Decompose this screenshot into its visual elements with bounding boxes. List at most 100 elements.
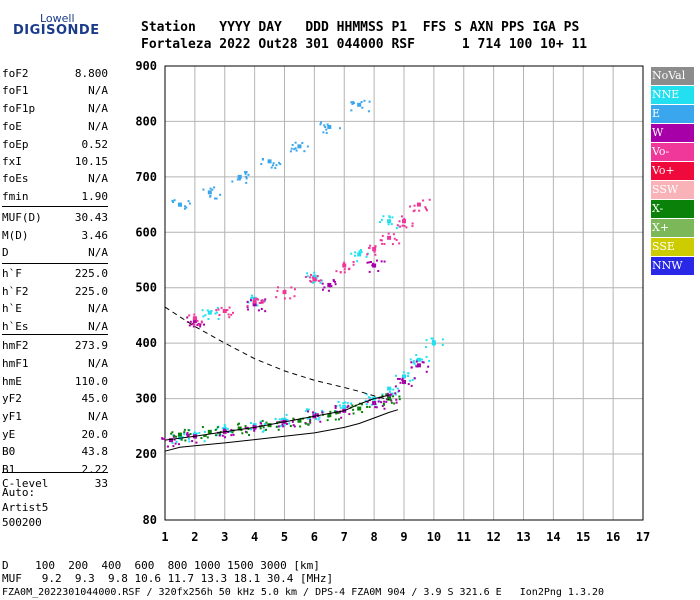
echo-point-o-mode-echo xyxy=(428,359,431,362)
echo-point-o-mode-second-hop xyxy=(304,275,307,278)
echo-point-x-mode-second-hop xyxy=(368,405,371,408)
echo-point-third-hop xyxy=(293,148,296,151)
echo-point-x-mode-second-hop xyxy=(237,426,242,431)
echo-point-third-hop xyxy=(231,180,234,183)
echo-point-o-mode-echo xyxy=(359,249,362,252)
echo-point-o-mode-echo xyxy=(416,357,421,362)
echo-point-o-mode-echo xyxy=(278,418,281,421)
echo-point-x-mode-echo xyxy=(366,400,369,403)
echo-point-o-mode-second-hop xyxy=(398,242,401,245)
echo-point-x-mode-echo xyxy=(291,420,294,423)
echo-point-x-mode-echo xyxy=(377,400,380,403)
echo-point-o-mode-second-hop xyxy=(276,286,279,289)
echo-point-x-mode-second-hop xyxy=(326,419,329,422)
echo-point-o-mode-second-hop xyxy=(311,276,314,279)
param-separator xyxy=(2,263,108,264)
echo-point-x-mode-second-hop xyxy=(337,412,340,415)
echo-point-x-mode-echo xyxy=(346,406,349,409)
echo-point-o-mode-second-hop xyxy=(374,253,377,256)
param-value: 20.0 xyxy=(81,428,109,441)
echo-point-o-mode-second-hop xyxy=(222,308,227,313)
echo-point-o-mode-echo xyxy=(370,403,373,406)
echo-point-x-mode-echo xyxy=(252,302,257,307)
plot-frame xyxy=(164,65,644,521)
echo-point-third-hop xyxy=(188,202,191,205)
echo-point-o-mode-second-hop xyxy=(396,224,399,227)
echo-point-o-mode-second-hop xyxy=(395,239,398,242)
echo-point-o-mode-second-hop xyxy=(374,245,377,248)
param-value: 110.0 xyxy=(74,375,108,388)
echo-point-o-mode-echo xyxy=(420,358,423,361)
echo-point-x-mode-second-hop xyxy=(183,428,186,431)
echo-point-x-mode-echo xyxy=(387,393,392,398)
echo-point-x-mode-echo xyxy=(321,288,324,291)
echo-point-x-mode-second-hop xyxy=(189,433,192,436)
echo-point-third-hop xyxy=(183,205,186,208)
echo-point-x-mode-echo xyxy=(327,282,332,287)
echo-point-o-mode-second-hop xyxy=(246,304,249,307)
param-name: fxI xyxy=(2,155,22,168)
echo-point-x-mode-echo xyxy=(332,278,335,281)
legend-item-x-: X+ xyxy=(651,219,694,237)
echo-point-o-mode-echo xyxy=(322,411,325,414)
echo-point-x-mode-second-hop xyxy=(203,435,206,438)
echo-point-x-mode-echo xyxy=(227,431,230,434)
echo-point-third-hop xyxy=(171,199,174,202)
echo-point-x-mode-echo xyxy=(398,389,401,392)
echo-point-o-mode-echo xyxy=(346,401,349,404)
distance-row: D 100 200 400 600 800 1000 1500 3000 [km… xyxy=(2,559,320,572)
echo-point-o-mode-second-hop xyxy=(309,273,312,276)
param-row-foes: foEs N/A xyxy=(2,172,108,187)
echo-point-x-mode-second-hop xyxy=(204,434,207,437)
param-separator xyxy=(2,472,108,473)
echo-point-x-mode-echo xyxy=(421,361,424,364)
echo-point-x-mode-echo xyxy=(311,411,314,414)
echo-point-x-mode-echo xyxy=(292,424,295,427)
echo-point-x-mode-echo xyxy=(252,424,255,427)
x-tick-label: 1 xyxy=(161,530,168,544)
echo-point-o-mode-second-hop xyxy=(400,215,403,218)
echo-point-o-mode-echo xyxy=(251,296,254,299)
param-row-muf-d: MUF(D) 30.43 xyxy=(2,211,108,226)
echo-point-o-mode-second-hop xyxy=(381,242,384,245)
echo-point-o-mode-echo xyxy=(304,409,307,412)
echo-point-x-mode-echo xyxy=(195,441,198,444)
echo-point-x-mode-second-hop xyxy=(171,431,174,434)
echo-point-o-mode-second-hop xyxy=(231,311,234,314)
echo-point-third-hop xyxy=(279,163,282,166)
echo-point-third-hop xyxy=(247,173,250,176)
auto-label: Auto: xyxy=(2,486,36,499)
param-value: N/A xyxy=(88,302,108,315)
echo-point-third-hop xyxy=(297,144,302,149)
echo-point-x-mode-second-hop xyxy=(177,432,182,437)
echo-point-o-mode-second-hop xyxy=(230,313,233,316)
echo-point-o-mode-echo xyxy=(365,393,368,396)
echo-point-x-mode-echo xyxy=(186,431,189,434)
param-separator xyxy=(2,206,108,207)
echo-point-o-mode-echo xyxy=(344,401,347,404)
echo-point-x-mode-echo xyxy=(319,420,322,423)
param-name: hmF2 xyxy=(2,339,29,352)
echo-point-o-mode-second-hop xyxy=(424,206,427,209)
echo-point-o-mode-echo xyxy=(198,431,201,434)
echo-point-o-mode-echo xyxy=(313,271,316,274)
echo-point-o-mode-echo xyxy=(354,254,357,257)
echo-point-x-mode-echo xyxy=(281,423,284,426)
y-tick-label: 900 xyxy=(135,59,157,73)
echo-point-o-mode-echo xyxy=(217,318,220,321)
param-row-c-level: C-level 33 xyxy=(2,477,108,492)
x-tick-label: 7 xyxy=(341,530,348,544)
param-row-h-es: h`Es N/A xyxy=(2,320,108,335)
echo-point-o-mode-echo xyxy=(413,362,416,365)
echo-point-o-mode-echo xyxy=(319,281,322,284)
echo-point-x-mode-echo xyxy=(189,320,192,323)
echo-point-o-mode-echo xyxy=(214,312,217,315)
param-row-h-f: h`F 225.0 xyxy=(2,267,108,282)
echo-point-o-mode-echo xyxy=(256,304,259,307)
param-row-b0: B0 43.8 xyxy=(2,445,108,460)
param-row-fmin: fmin 1.90 xyxy=(2,190,108,205)
echo-point-x-mode-echo xyxy=(323,286,326,289)
echo-point-x-mode-second-hop xyxy=(334,418,337,421)
echo-point-third-hop xyxy=(211,188,214,191)
param-value: 10.15 xyxy=(74,155,108,168)
